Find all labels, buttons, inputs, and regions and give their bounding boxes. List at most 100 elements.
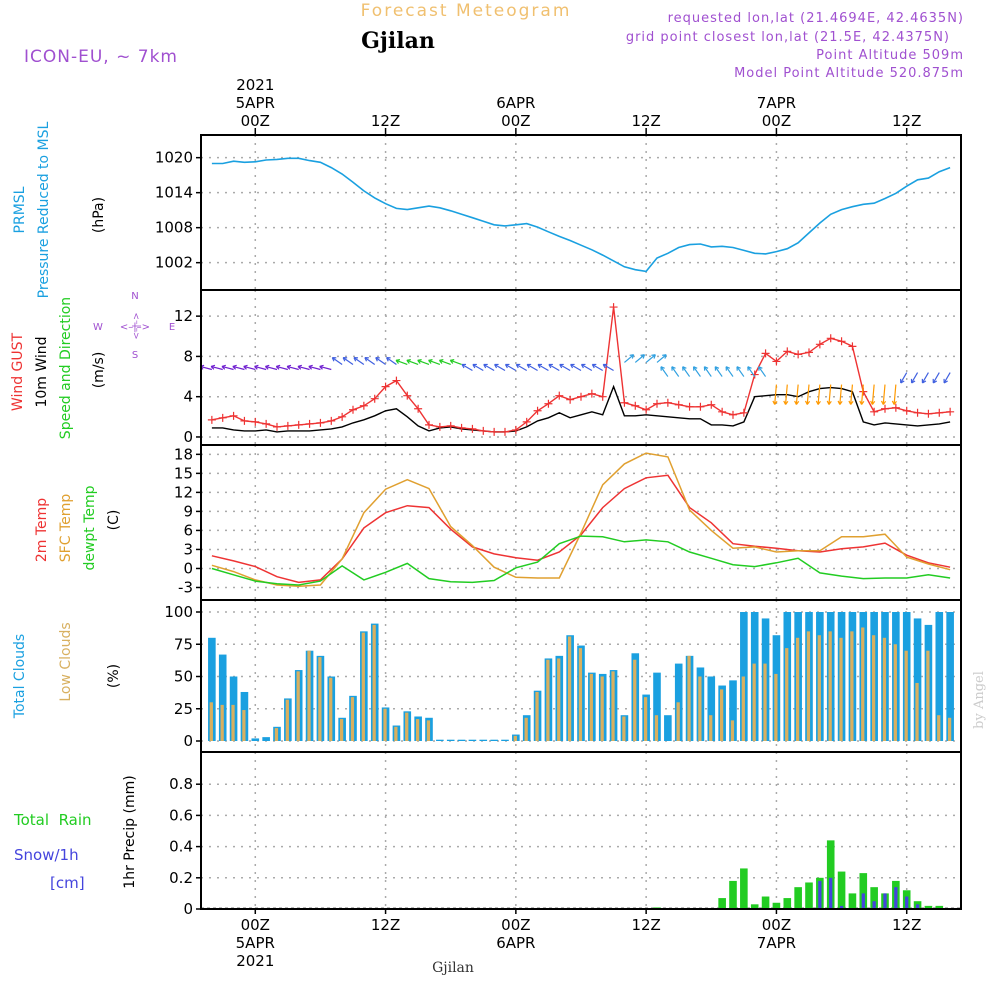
low-cloud-bar — [296, 671, 300, 741]
gust-marker — [273, 422, 281, 431]
gust-marker — [587, 389, 596, 398]
temp-ylabel: 2m Temp SFC Temp dewpt Temp (C) — [34, 485, 122, 570]
wind-arrow-head — [859, 400, 865, 405]
wind-ylabel: Wind GUST 10m Wind Speed and Direction (… — [10, 297, 107, 439]
gust-marker — [794, 350, 803, 359]
ytick-label-2-4: 6 — [183, 521, 193, 539]
legend-snow-unit: [cm] — [50, 874, 85, 892]
wind-direction-arrow — [860, 384, 864, 405]
wind-arrow-head — [870, 400, 876, 405]
wind-direction-arrow — [656, 354, 667, 363]
top-time-label-4-0: 7APR — [757, 94, 796, 112]
total-cloud-bar — [446, 739, 455, 741]
wind-ylabel-1: Wind GUST — [10, 332, 26, 411]
pressure-ylabel-3: (hPa) — [91, 197, 107, 233]
bottom-time-label-0-2: 2021 — [236, 952, 274, 970]
wind-arrow-head — [461, 363, 467, 369]
rain-bar — [761, 896, 770, 909]
snow-bar — [818, 880, 822, 909]
low-cloud-bar — [871, 635, 876, 741]
wind-arrow-head — [591, 363, 597, 369]
gust-marker — [511, 425, 520, 434]
gust-marker — [696, 402, 705, 411]
wind-arrow-head — [559, 363, 564, 369]
rain-bar — [935, 905, 944, 909]
low-cloud-bar — [524, 717, 528, 741]
precip-ylabel: 1hr Precip (mm) — [122, 775, 138, 888]
gust-marker — [685, 402, 694, 411]
total-cloud-bar — [935, 612, 944, 741]
wind-direction-arrow — [526, 363, 538, 372]
ytick-label-3-0: 100 — [164, 603, 193, 621]
wind-arrow-head — [794, 400, 800, 405]
wind-arrow-head — [671, 366, 676, 371]
dewpt-line — [211, 535, 951, 586]
low-cloud-bar — [904, 650, 908, 741]
wind-direction-arrow — [725, 366, 734, 377]
wind-ylabel-4: (m/s) — [91, 352, 107, 389]
gust-marker — [815, 340, 824, 349]
wind-direction-arrow — [784, 384, 788, 405]
location-title: Gjilan — [361, 28, 435, 54]
wind-arrow-head — [943, 378, 948, 384]
rain-bar — [783, 898, 792, 909]
ytick-label-2-0: 18 — [174, 445, 193, 463]
rain-bar — [826, 840, 835, 909]
ytick-label-0-3: 1002 — [155, 254, 193, 272]
top-time-label-1-0: 12Z — [371, 112, 400, 130]
gust-marker — [544, 399, 553, 408]
low-cloud-bar — [557, 658, 561, 741]
wind-direction-arrow — [221, 365, 234, 371]
low-cloud-bar — [383, 708, 387, 741]
wind-direction-arrow — [439, 359, 451, 366]
wind-arrow-head — [714, 366, 720, 371]
low-cloud-bar — [643, 697, 648, 741]
wind-direction-arrow — [703, 366, 712, 377]
wind-arrow-head — [483, 363, 488, 369]
wind-arrow-head — [548, 363, 553, 369]
low-cloud-bar — [578, 648, 583, 741]
clouds-ylabel-3: (%) — [106, 664, 122, 688]
wind-arrow-head — [472, 363, 477, 369]
low-cloud-bar — [861, 627, 865, 741]
ytick-label-2-5: 3 — [183, 540, 193, 558]
low-cloud-bar — [915, 682, 919, 741]
total-cloud-bar — [501, 739, 509, 741]
ytick-label-1-2: 4 — [183, 388, 193, 406]
ytick-label-4-1: 0.6 — [169, 806, 193, 824]
low-cloud-bar — [709, 715, 713, 741]
gust-marker — [566, 395, 575, 404]
temp-sfc-line — [211, 452, 951, 587]
wind-direction-arrow — [758, 366, 767, 377]
low-cloud-bar — [839, 637, 843, 741]
wind-direction-arrow — [806, 384, 810, 405]
total-cloud-bar — [479, 739, 488, 741]
low-cloud-bar — [329, 677, 333, 741]
temp-ylabel-3: dewpt Temp — [82, 485, 98, 570]
low-cloud-bar — [546, 659, 550, 741]
ytick-label-1-0: 12 — [174, 307, 193, 325]
wind-arrow-head — [210, 364, 216, 370]
low-cloud-bar — [741, 676, 745, 741]
compass-rose: N <–|–> W <–|–> E S — [93, 291, 175, 361]
low-cloud-bar — [589, 673, 593, 741]
wind-direction-arrow — [817, 384, 821, 405]
low-cloud-bar — [307, 650, 311, 741]
wind-arrow-head — [772, 400, 778, 405]
wind-direction-arrow — [592, 363, 604, 372]
low-cloud-bar — [654, 715, 659, 741]
wind-arrow-head — [826, 400, 832, 405]
wind-arrow-head — [417, 359, 422, 364]
wind-ylabel-2: 10m Wind — [34, 336, 50, 407]
low-cloud-bar — [611, 671, 615, 741]
snow-bar — [839, 905, 844, 909]
snow-bar — [915, 904, 920, 909]
watermark: by Angel — [972, 671, 987, 729]
gust-marker — [327, 416, 336, 425]
low-cloud-bar — [426, 720, 431, 741]
wind-arrow-head — [651, 354, 656, 359]
gust-marker — [403, 391, 412, 400]
gust-marker — [805, 348, 813, 357]
wind-arrow-head — [308, 364, 313, 370]
gust-marker — [739, 408, 748, 417]
